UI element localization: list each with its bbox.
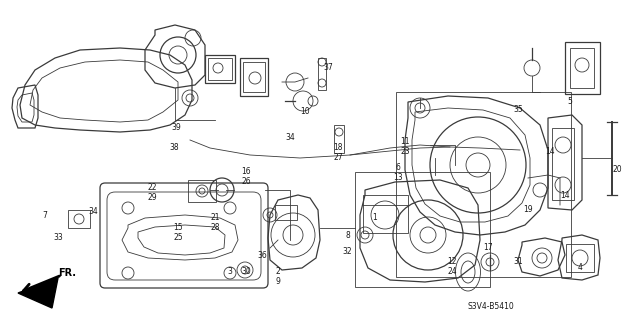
Text: 34: 34 (285, 133, 295, 143)
Text: 24: 24 (447, 268, 457, 277)
Text: 22: 22 (147, 183, 157, 192)
Bar (240, 58, 268, 96)
Text: 31: 31 (513, 257, 523, 266)
Text: 23: 23 (400, 147, 410, 157)
Text: 7: 7 (43, 211, 47, 219)
Text: 9: 9 (276, 278, 280, 286)
Bar (396, 92, 571, 277)
Text: 14: 14 (560, 190, 570, 199)
Text: 6: 6 (396, 164, 401, 173)
Bar (334, 125, 344, 153)
Text: 14: 14 (545, 147, 555, 157)
Bar (355, 172, 490, 287)
Bar (363, 195, 408, 233)
Text: S3V4-B5410: S3V4-B5410 (468, 302, 515, 311)
Text: 8: 8 (346, 231, 350, 240)
Text: 30: 30 (241, 268, 251, 277)
Text: 17: 17 (483, 243, 493, 253)
Text: 4: 4 (577, 263, 582, 272)
Text: 5: 5 (568, 98, 572, 107)
Text: 29: 29 (147, 194, 157, 203)
Bar (243, 62, 265, 92)
Text: 35: 35 (513, 106, 523, 115)
Text: 15: 15 (173, 224, 183, 233)
Text: 32: 32 (342, 248, 352, 256)
Bar (552, 128, 574, 200)
Text: 37: 37 (323, 63, 333, 72)
Bar (188, 180, 216, 202)
Polygon shape (18, 278, 58, 308)
Text: 36: 36 (257, 250, 267, 259)
Text: 26: 26 (241, 177, 251, 187)
Text: 38: 38 (169, 144, 179, 152)
Bar (275, 205, 297, 220)
Text: 12: 12 (447, 257, 457, 266)
Text: 1: 1 (372, 213, 378, 222)
Bar (565, 42, 600, 94)
Text: 21: 21 (211, 213, 220, 222)
Text: 28: 28 (211, 224, 220, 233)
Text: 19: 19 (523, 205, 533, 214)
Text: 16: 16 (241, 167, 251, 176)
Text: 33: 33 (53, 234, 63, 242)
Bar (570, 48, 594, 88)
Bar (566, 244, 594, 272)
Text: 10: 10 (300, 108, 310, 116)
Text: 20: 20 (612, 166, 622, 174)
Text: 2: 2 (276, 268, 280, 277)
Text: 34: 34 (88, 207, 98, 217)
Text: 25: 25 (173, 234, 183, 242)
Text: 3: 3 (228, 268, 232, 277)
Text: FR.: FR. (58, 268, 76, 278)
Bar (318, 58, 326, 90)
Bar (68, 210, 90, 228)
Text: 18: 18 (333, 144, 343, 152)
Bar (208, 58, 232, 80)
Text: 39: 39 (171, 123, 181, 132)
Text: 11: 11 (400, 137, 410, 146)
Bar (205, 55, 235, 83)
Text: 13: 13 (393, 174, 403, 182)
Text: 27: 27 (333, 153, 343, 162)
